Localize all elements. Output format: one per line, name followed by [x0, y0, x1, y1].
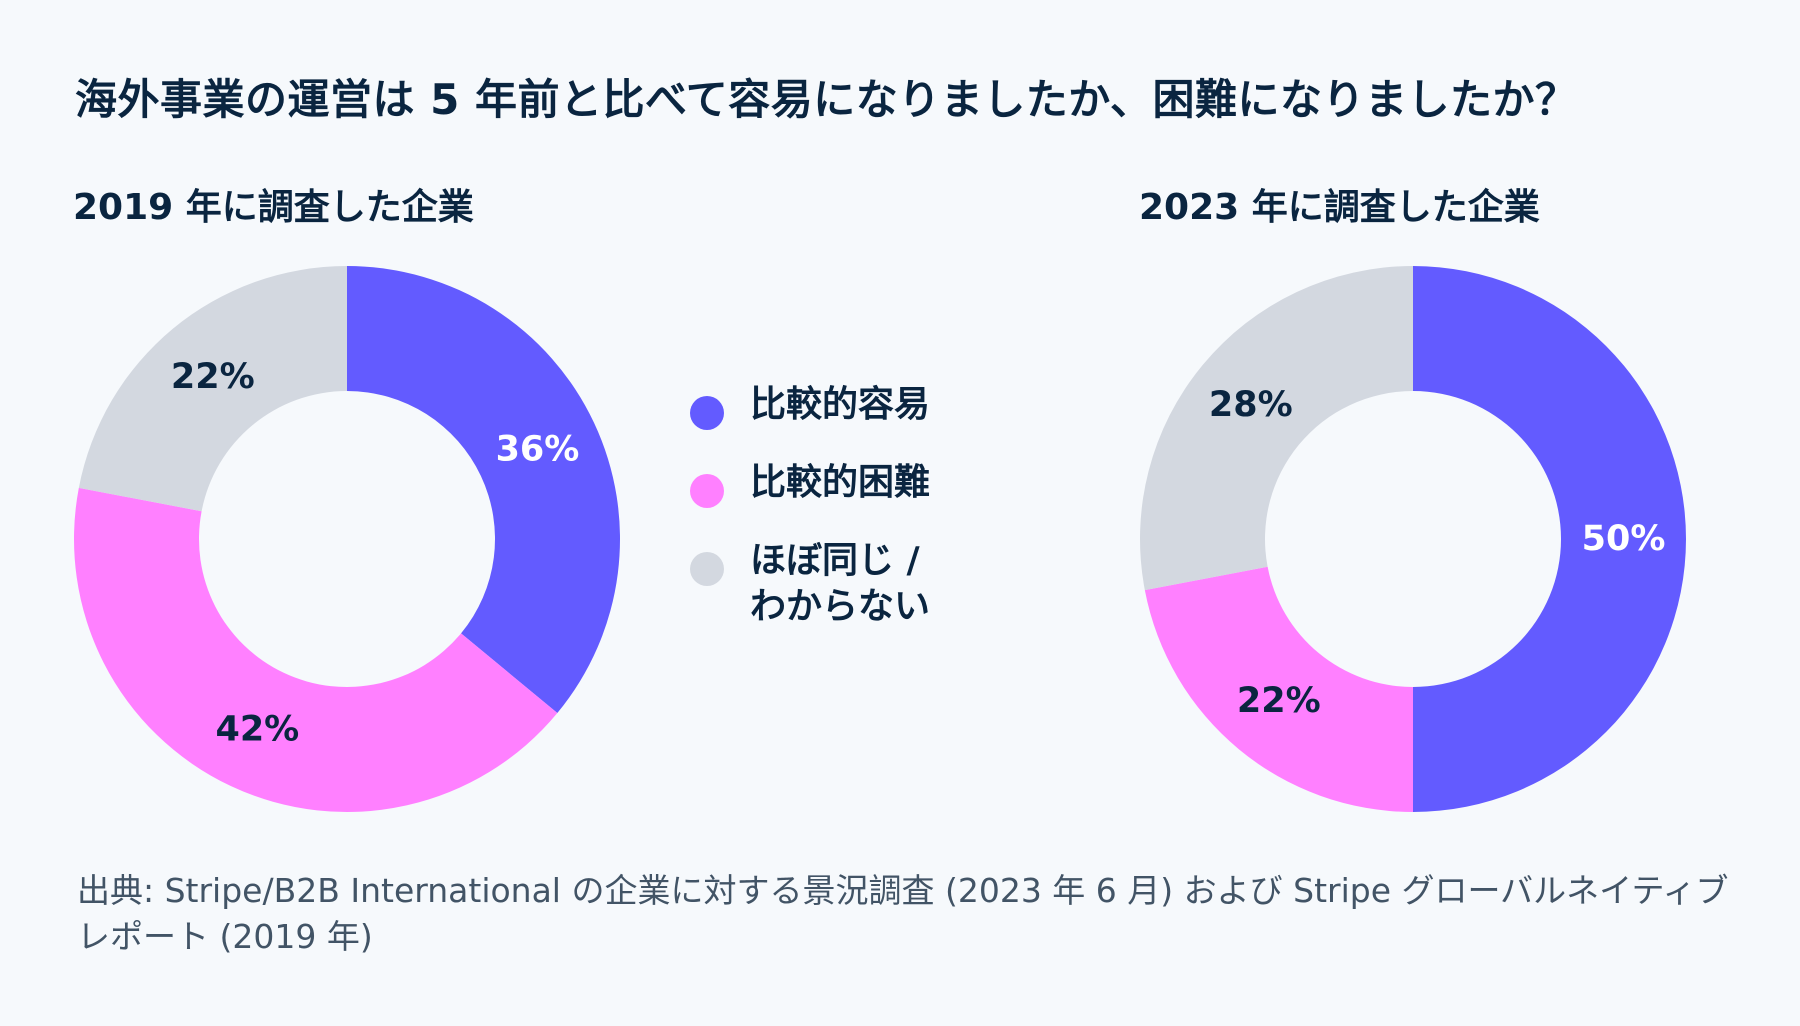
- slice-2019-harder: [74, 487, 558, 812]
- legend-swatch-harder: [690, 474, 724, 508]
- slice-label-2019-easier: 36%: [496, 429, 580, 469]
- slice-label-2023-same: 28%: [1209, 385, 1293, 425]
- source-note: 出典: Stripe/B2B International の企業に対する景況調査…: [77, 871, 1729, 956]
- slice-2023-harder: [1144, 566, 1413, 812]
- chart-2023-subtitle: 2023 年に調査した企業: [1139, 187, 1540, 228]
- chart-2019-subtitle: 2019 年に調査した企業: [73, 187, 474, 228]
- slice-2023-easier: [1413, 266, 1686, 812]
- legend-item-harder: 比較的困難: [690, 460, 950, 508]
- legend-label-same: ほぼ同じ / わからない: [750, 540, 931, 627]
- legend-swatch-same: [690, 552, 724, 586]
- chart-title: 海外事業の運営は 5 年前と比べて容易になりましたか、困難になりましたか？: [75, 75, 1578, 124]
- legend-label-easier: 比較的容易: [750, 384, 931, 425]
- legend-item-same: ほぼ同じ / わからない: [690, 538, 950, 630]
- legend-item-easier: 比較的容易: [690, 382, 950, 430]
- slice-label-2023-harder: 22%: [1237, 681, 1321, 721]
- slice-2019-easier: [347, 266, 620, 714]
- slice-label-2019-same: 22%: [171, 357, 255, 397]
- slice-2019-same: [78, 265, 348, 512]
- slice-label-2023-easier: 50%: [1582, 519, 1666, 559]
- legend: 比較的容易 比較的困難 ほぼ同じ / わからない: [690, 382, 950, 660]
- slice-label-2019-harder: 42%: [215, 709, 299, 749]
- slice-2023-same: [1140, 266, 1413, 591]
- legend-label-harder: 比較的困難: [750, 462, 931, 503]
- legend-swatch-easier: [690, 396, 724, 430]
